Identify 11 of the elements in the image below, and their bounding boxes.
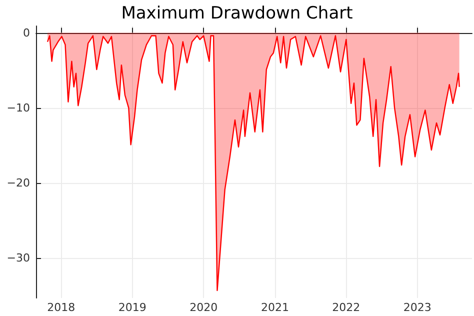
y-tick-label: −10 bbox=[6, 101, 30, 114]
y-tick-label: −30 bbox=[6, 252, 30, 265]
y-tick-label: 0 bbox=[23, 26, 30, 40]
x-tick-label: 2022 bbox=[332, 301, 360, 314]
y-tick-label: −20 bbox=[6, 176, 30, 190]
x-tick-label: 2019 bbox=[118, 301, 146, 314]
x-tick-label: 2023 bbox=[403, 301, 432, 314]
chart-title: Maximum Drawdown Chart bbox=[121, 4, 354, 24]
x-tick-label: 2021 bbox=[260, 301, 289, 314]
x-tick-label: 2020 bbox=[190, 301, 218, 314]
x-tick-label: 2018 bbox=[47, 301, 76, 314]
